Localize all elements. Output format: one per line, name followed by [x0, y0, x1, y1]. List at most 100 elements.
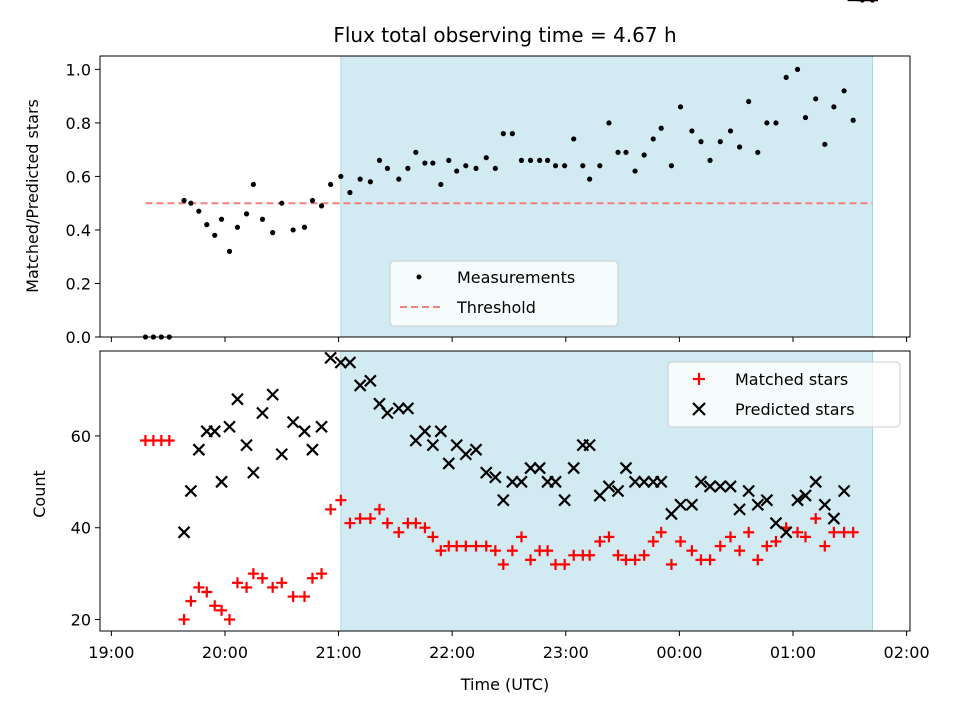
- bottom-y-tick-label: 60: [71, 427, 91, 446]
- measurement-point: [518, 157, 525, 163]
- measurement-point: [727, 128, 734, 134]
- matched-star-point: [647, 535, 659, 547]
- matched-star-point: [686, 545, 698, 557]
- measurement-point: [270, 230, 276, 236]
- measurement-point: [736, 144, 743, 150]
- bottom-legend-box: [667, 361, 901, 428]
- measurement-points: [142, 0, 876, 340]
- bottom-panel-y-axis-label: Count: [30, 470, 49, 518]
- top-y-tick-label: 0.4: [66, 221, 91, 240]
- predicted-star-point: [497, 493, 510, 507]
- predicted-star-point: [733, 503, 746, 516]
- matched-stars-points: [139, 0, 879, 626]
- matched-star-point: [584, 549, 596, 561]
- matched-star-point: [231, 577, 243, 589]
- legend-predicted-label: Predicted stars: [735, 400, 855, 419]
- measurement-point: [396, 176, 402, 182]
- predicted-star-point: [208, 425, 222, 438]
- matched-star-point: [819, 540, 831, 552]
- top-legend: Measurements Threshold: [389, 260, 619, 327]
- measurement-point: [755, 149, 761, 155]
- predicted-star-point: [628, 475, 642, 489]
- predicted-star-point: [837, 484, 851, 498]
- legend-measurements-label: Measurements: [457, 268, 575, 287]
- predicted-star-point: [685, 498, 699, 512]
- predicted-star-point: [799, 489, 812, 502]
- predicted-star-point: [769, 516, 783, 530]
- measurement-point: [831, 104, 837, 110]
- predicted-star-point: [286, 415, 300, 429]
- matched-star-point: [178, 614, 190, 626]
- matched-star-point: [241, 581, 253, 593]
- x-tick-label: 20:00: [202, 643, 248, 662]
- x-tick-label: 01:00: [770, 643, 816, 662]
- predicted-star-point: [298, 425, 311, 438]
- matched-star-point: [247, 568, 259, 580]
- measurement-point: [668, 163, 675, 169]
- measurement-point: [328, 181, 334, 188]
- predicted-star-point: [275, 448, 289, 461]
- measurement-point: [537, 157, 543, 163]
- measurement-point: [552, 163, 559, 169]
- measurement-point: [483, 155, 489, 161]
- measurement-point: [500, 131, 506, 137]
- matched-star-point: [714, 540, 726, 552]
- predicted-star-point: [442, 457, 456, 470]
- measurement-point: [226, 248, 233, 254]
- matched-star-point: [276, 577, 288, 589]
- bottom-panel-frame: [99, 350, 911, 632]
- matched-star-point: [419, 522, 431, 534]
- matched-star-point: [470, 540, 482, 552]
- measurement-point: [802, 114, 809, 121]
- predicted-star-point: [549, 475, 562, 489]
- matched-star-point: [209, 600, 221, 612]
- measurement-point: [597, 163, 603, 169]
- bottom-y-tick-label: 20: [71, 611, 91, 630]
- measurement-point: [422, 160, 428, 166]
- measurement-point: [794, 66, 801, 72]
- bottom-y-tick-label: 40: [71, 519, 91, 538]
- x-tick-label: 22:00: [429, 643, 475, 662]
- measurement-point: [463, 163, 469, 169]
- measurement-point: [587, 176, 593, 182]
- predicted-star-point: [334, 356, 348, 369]
- predicted-star-point: [694, 475, 708, 489]
- matched-star-point: [506, 545, 518, 557]
- measurement-point: [822, 141, 828, 147]
- measurement-point: [717, 139, 723, 145]
- x-tick-label: 00:00: [656, 643, 702, 662]
- predicted-star-point: [434, 425, 448, 438]
- predicted-star-point: [353, 379, 367, 392]
- top-panel-frame: [99, 55, 911, 338]
- measurement-point: [357, 176, 363, 182]
- matched-star-point: [393, 526, 405, 538]
- measurement-point: [527, 157, 534, 163]
- predicted-star-point: [247, 466, 260, 479]
- legend-threshold-label: Threshold: [456, 298, 536, 317]
- measurement-point: [545, 157, 551, 163]
- predicted-star-point: [674, 498, 687, 512]
- matched-star-point: [525, 554, 537, 566]
- matched-star-point: [489, 545, 501, 557]
- measurement-point: [204, 222, 210, 228]
- matched-star-point: [256, 572, 268, 584]
- predicted-star-point: [177, 526, 191, 539]
- matched-star-point: [725, 531, 737, 543]
- matched-star-point: [497, 558, 509, 570]
- predicted-star-point: [583, 438, 596, 452]
- predicted-star-point: [192, 443, 206, 456]
- predicted-star-point: [827, 512, 841, 525]
- matched-star-point: [410, 517, 422, 529]
- predicted-star-point: [364, 374, 377, 388]
- measurement-point: [309, 197, 316, 204]
- matched-star-point: [193, 581, 205, 593]
- matched-star-point: [542, 545, 554, 557]
- measurement-point: [413, 149, 419, 155]
- matched-star-point: [373, 503, 385, 515]
- measurement-point: [580, 163, 586, 169]
- measurement-point: [606, 120, 612, 126]
- measurement-point: [338, 173, 344, 180]
- measurement-point: [347, 189, 353, 196]
- measurement-point: [290, 227, 296, 233]
